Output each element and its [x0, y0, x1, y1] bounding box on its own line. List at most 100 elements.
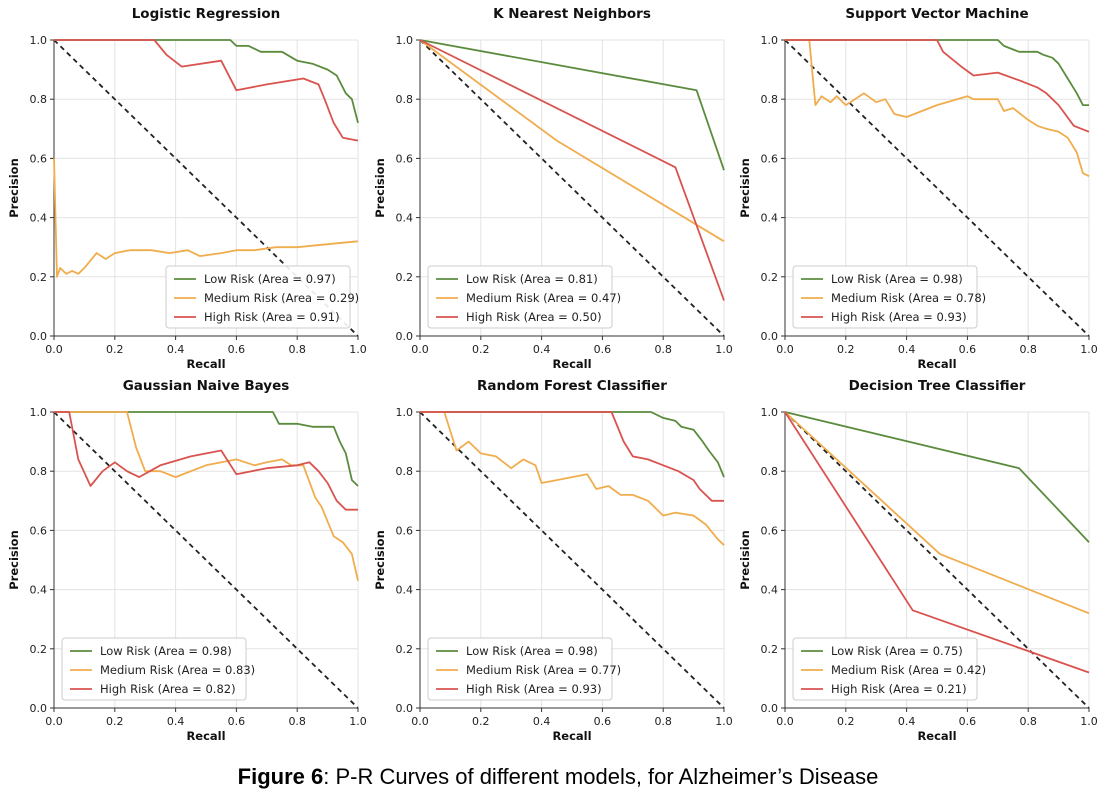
y-axis-label: Precision: [738, 530, 752, 590]
y-tick-label: 0.4: [396, 212, 414, 225]
legend-entry: Medium Risk (Area = 0.29): [204, 291, 359, 305]
baseline-diagonal: [784, 39, 1090, 337]
chart-panel: Decision Tree Classifier 0.0 0.2 0.4 0.6 0.8 1…: [738, 378, 1098, 743]
series-line-low: [784, 411, 1090, 543]
legend: Low Risk (Area = 0.98) Medium Risk (Area …: [61, 637, 255, 701]
legend-box: [165, 265, 351, 329]
series-line-low: [420, 411, 725, 478]
y-tick-label: 0.4: [761, 212, 779, 225]
x-tick-label: 0.8: [654, 343, 672, 356]
figure-caption: Figure 6: P-R Curves of different models…: [0, 764, 1116, 790]
x-tick-label: 0.4: [533, 343, 551, 356]
y-tick-label: 0.6: [761, 152, 779, 165]
y-tick-label: 0.0: [30, 702, 48, 715]
y-tick-label: 0.2: [761, 271, 779, 284]
x-tick-label: 1.0: [1080, 343, 1098, 356]
x-axis-label: Recall: [186, 729, 225, 743]
y-tick-label: 1.0: [30, 34, 48, 47]
y-tick-label: 0.6: [30, 152, 48, 165]
series-line-medium: [420, 411, 725, 546]
y-tick-label: 0.0: [761, 330, 779, 343]
x-tick-label: 0.8: [288, 715, 306, 728]
series-line-medium: [785, 39, 1090, 178]
legend-box: [427, 637, 613, 701]
y-tick-label: 0.2: [761, 643, 779, 656]
legend: Low Risk (Area = 0.98) Medium Risk (Area …: [792, 265, 986, 329]
series-line-high: [54, 411, 358, 511]
x-tick-label: 0.8: [1019, 715, 1037, 728]
x-tick-label: 0.2: [837, 343, 855, 356]
series-line-high: [419, 39, 725, 301]
chart-panel: K Nearest Neighbors 0.0 0.2 0.4 0.6 0.8 1.0 0.0…: [373, 6, 733, 371]
x-tick-label: 0.6: [959, 343, 977, 356]
y-tick-label: 0.4: [396, 584, 414, 597]
y-tick-label: 0.8: [30, 93, 48, 106]
legend-entry: Medium Risk (Area = 0.47): [466, 291, 621, 305]
legend-entry: High Risk (Area = 0.91): [204, 310, 340, 324]
y-tick-label: 0.4: [30, 584, 48, 597]
y-tick-label: 1.0: [761, 34, 779, 47]
series-line-low: [419, 39, 725, 171]
y-axis-label: Precision: [738, 158, 752, 218]
x-tick-label: 0.2: [106, 715, 124, 728]
series-line-high: [420, 411, 724, 502]
x-tick-label: 0.0: [45, 343, 63, 356]
legend-entry: Low Risk (Area = 0.98): [100, 644, 232, 658]
y-tick-label: 0.6: [396, 524, 414, 537]
series-line-high: [785, 39, 1090, 133]
y-tick-label: 0.4: [30, 212, 48, 225]
y-tick-label: 0.0: [396, 702, 414, 715]
legend-entry: Low Risk (Area = 0.98): [831, 272, 963, 286]
chart-title: Support Vector Machine: [845, 6, 1028, 22]
x-tick-label: 1.0: [715, 715, 733, 728]
x-tick-label: 0.0: [45, 715, 63, 728]
x-tick-label: 0.0: [776, 343, 794, 356]
x-tick-label: 1.0: [715, 343, 733, 356]
x-tick-label: 0.2: [472, 715, 490, 728]
chart-panel: Support Vector Machine 0.0 0.2 0.4 0.6 0.8 1.0…: [738, 6, 1098, 371]
figure-caption-text: : P-R Curves of different models, for Al…: [323, 764, 879, 789]
series-line-high: [54, 39, 359, 142]
series-line-low: [54, 411, 359, 487]
x-tick-label: 0.4: [533, 715, 551, 728]
chart-title: Gaussian Naive Bayes: [123, 378, 290, 394]
x-tick-label: 0.2: [472, 343, 490, 356]
y-tick-label: 0.0: [396, 330, 414, 343]
chart-panel: Gaussian Naive Bayes 0.0 0.2 0.4 0.6 0.8 1.0 0.…: [7, 378, 367, 743]
x-tick-label: 0.4: [167, 715, 185, 728]
legend-box: [427, 265, 613, 329]
legend-entry: High Risk (Area = 0.21): [831, 682, 967, 696]
series-line-medium: [419, 39, 725, 243]
y-tick-label: 0.8: [761, 93, 779, 106]
y-axis-label: Precision: [373, 530, 387, 590]
x-axis-label: Recall: [552, 357, 591, 371]
y-tick-label: 1.0: [396, 34, 414, 47]
y-tick-label: 0.2: [396, 643, 414, 656]
pr-curves-figure: Logistic Regression 0.0 0.2 0.4 0.6 0.8 1.0 0.0…: [7, 6, 1098, 743]
y-tick-label: 0.6: [761, 524, 779, 537]
legend-entry: Medium Risk (Area = 0.42): [831, 663, 986, 677]
y-tick-label: 1.0: [30, 406, 48, 419]
legend: Low Risk (Area = 0.98) Medium Risk (Area …: [427, 637, 621, 701]
x-tick-label: 0.6: [594, 715, 612, 728]
series-line-low: [54, 39, 359, 124]
y-tick-label: 1.0: [396, 406, 414, 419]
baseline-diagonal: [419, 39, 725, 337]
x-tick-label: 0.6: [959, 715, 977, 728]
legend-entry: High Risk (Area = 0.93): [831, 310, 967, 324]
chart-title: K Nearest Neighbors: [493, 6, 651, 22]
x-tick-label: 0.0: [411, 715, 429, 728]
y-tick-label: 0.2: [30, 643, 48, 656]
legend: Low Risk (Area = 0.97) Medium Risk (Area …: [165, 265, 359, 329]
y-axis-label: Precision: [373, 158, 387, 218]
y-tick-label: 0.4: [761, 584, 779, 597]
y-tick-label: 0.6: [396, 152, 414, 165]
legend-box: [792, 265, 978, 329]
y-tick-label: 0.0: [30, 330, 48, 343]
legend-entry: Low Risk (Area = 0.75): [831, 644, 963, 658]
legend: Low Risk (Area = 0.81) Medium Risk (Area …: [427, 265, 621, 329]
y-axis-label: Precision: [7, 530, 21, 590]
x-tick-label: 0.4: [898, 715, 916, 728]
chart-panel: Logistic Regression 0.0 0.2 0.4 0.6 0.8 1.0 0.0…: [7, 6, 367, 371]
baseline-diagonal: [53, 411, 359, 709]
